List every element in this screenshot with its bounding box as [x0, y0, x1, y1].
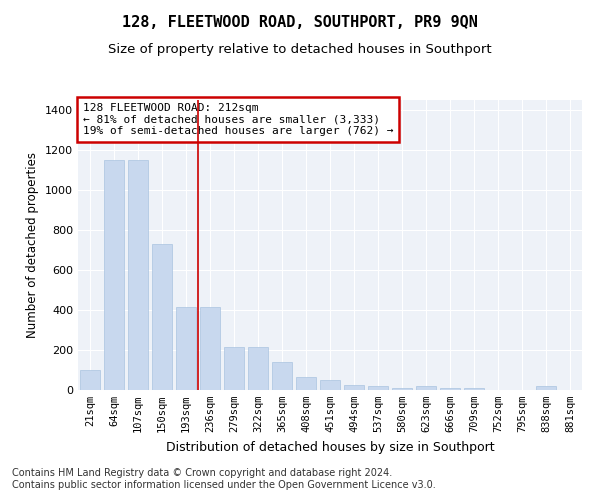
Text: 128, FLEETWOOD ROAD, SOUTHPORT, PR9 9QN: 128, FLEETWOOD ROAD, SOUTHPORT, PR9 9QN	[122, 15, 478, 30]
Bar	[416, 386, 436, 390]
Bar	[152, 244, 172, 390]
Bar	[80, 370, 100, 390]
Text: Contains HM Land Registry data © Crown copyright and database right 2024.
Contai: Contains HM Land Registry data © Crown c…	[12, 468, 436, 490]
Bar	[128, 160, 148, 390]
Bar	[296, 377, 316, 390]
Text: Size of property relative to detached houses in Southport: Size of property relative to detached ho…	[108, 42, 492, 56]
Bar	[248, 347, 268, 390]
Bar	[104, 160, 124, 390]
Bar	[464, 388, 484, 390]
Bar	[368, 386, 388, 390]
Bar	[272, 362, 292, 390]
Bar	[200, 307, 220, 390]
Bar	[392, 388, 412, 390]
Bar	[440, 388, 460, 390]
X-axis label: Distribution of detached houses by size in Southport: Distribution of detached houses by size …	[166, 440, 494, 454]
Bar	[224, 347, 244, 390]
Bar	[176, 307, 196, 390]
Text: 128 FLEETWOOD ROAD: 212sqm
← 81% of detached houses are smaller (3,333)
19% of s: 128 FLEETWOOD ROAD: 212sqm ← 81% of deta…	[83, 103, 394, 136]
Bar	[320, 380, 340, 390]
Bar	[536, 386, 556, 390]
Y-axis label: Number of detached properties: Number of detached properties	[26, 152, 40, 338]
Bar	[344, 384, 364, 390]
